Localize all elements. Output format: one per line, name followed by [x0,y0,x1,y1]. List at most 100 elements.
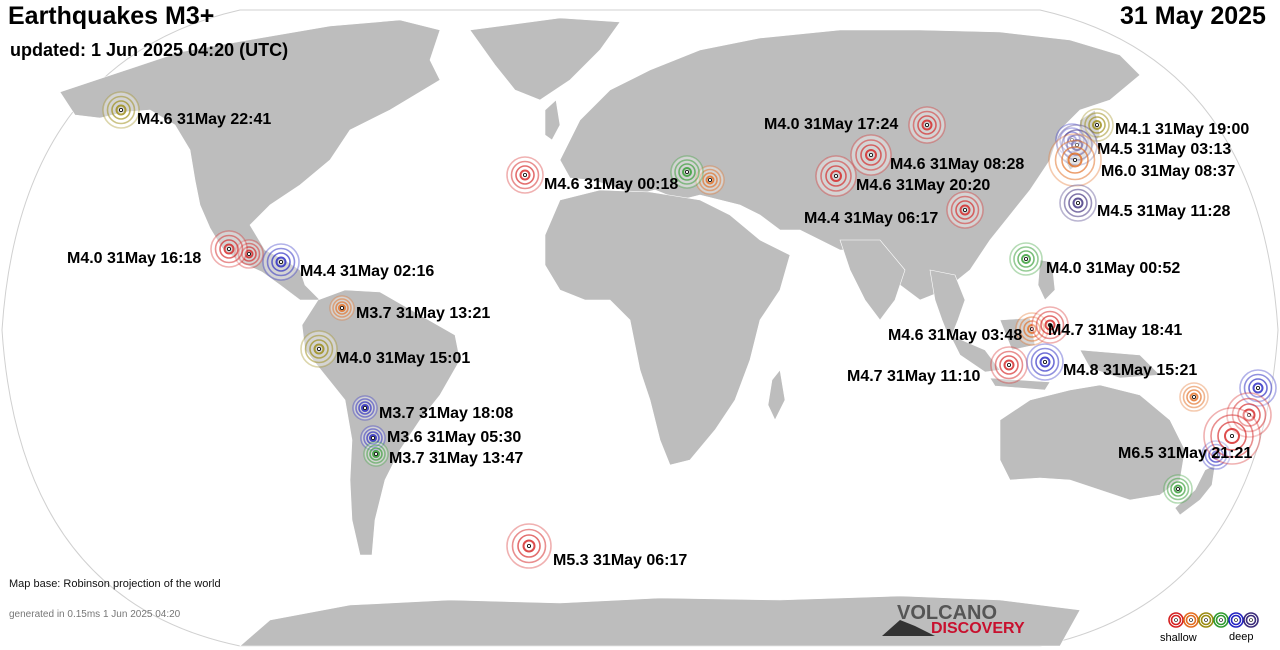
marker-epicenter [523,172,528,177]
legend-epicenter [1189,618,1193,622]
marker-epicenter [119,108,124,113]
earthquake-marker[interactable] [210,230,248,268]
map-base-note: Map base: Robinson projection of the wor… [9,578,221,590]
marker-ring [950,195,980,225]
marker-epicenter [226,246,231,251]
earthquake-label[interactable]: M4.0 31May 00:52 [1046,260,1180,277]
earthquake-marker[interactable] [102,91,140,129]
earthquake-marker[interactable] [1080,108,1114,142]
earthquake-marker[interactable] [990,346,1028,384]
marker-ring [820,160,852,192]
legend-epicenter [1204,618,1208,622]
earthquake-marker[interactable] [850,134,892,176]
landmass-north-america [59,19,441,301]
earthquake-label[interactable]: M4.0 31May 16:18 [67,250,201,267]
earthquake-marker[interactable] [1163,474,1193,504]
earthquake-label[interactable]: M4.6 31May 00:18 [544,176,678,193]
landmass-madagascar [767,369,786,421]
earthquake-label[interactable]: M4.1 31May 19:00 [1115,121,1249,138]
earthquake-label[interactable]: M4.4 31May 06:17 [804,210,938,227]
earthquake-label[interactable]: M4.7 31May 18:41 [1048,322,1182,339]
earthquake-label[interactable]: M3.7 31May 13:47 [389,450,523,467]
marker-ring [1061,146,1089,174]
earthquake-marker[interactable] [1203,407,1261,465]
marker-epicenter [1214,452,1219,457]
landmass-java [989,377,1051,391]
marker-ring [1088,116,1106,134]
earthquake-marker[interactable] [1059,184,1097,222]
earthquake-marker[interactable] [670,155,704,189]
marker-ring [332,298,352,318]
earthquake-label[interactable]: M4.5 31May 03:13 [1097,141,1231,158]
earthquake-label[interactable]: M4.6 31May 03:48 [888,327,1022,344]
earthquake-marker[interactable] [908,106,946,144]
landmass-india [839,239,906,321]
earthquake-label[interactable]: M4.6 31May 20:20 [856,177,990,194]
earthquake-label[interactable]: M4.4 31May 02:16 [300,263,434,280]
marker-ring [1021,254,1031,264]
earthquake-marker[interactable] [1201,440,1231,470]
marker-epicenter [963,207,968,212]
earthquake-marker[interactable] [329,295,355,321]
earthquake-marker[interactable] [506,156,544,194]
earthquake-marker[interactable] [946,191,984,229]
earthquake-marker[interactable] [1226,392,1272,438]
marker-ring [515,165,535,185]
marker-ring [1054,139,1096,181]
landmass-africa [544,189,791,466]
logo-discovery-text[interactable]: DISCOVERY [931,620,1025,637]
earthquake-marker[interactable] [1048,133,1102,187]
earthquake-label[interactable]: M4.0 31May 17:24 [764,116,898,133]
earthquake-marker[interactable] [300,330,338,368]
earthquake-label[interactable]: M4.6 31May 22:41 [137,111,271,128]
earthquake-marker[interactable] [1179,382,1209,412]
marker-epicenter [708,177,713,182]
earthquake-marker[interactable] [506,523,552,569]
earthquake-marker[interactable] [352,395,378,421]
earthquake-label[interactable]: M4.7 31May 11:10 [847,368,981,385]
marker-ring [511,528,547,564]
marker-ring [1030,347,1060,377]
marker-epicenter [1247,412,1252,417]
marker-ring [855,139,887,171]
marker-epicenter [316,346,321,351]
marker-epicenter [869,152,874,157]
marker-ring [271,252,291,272]
marker-ring [1211,450,1221,460]
marker-ring [1067,152,1083,168]
marker-epicenter [527,544,532,549]
earthquake-marker[interactable] [1026,343,1064,381]
logo-volcano-text[interactable]: VOLCANO [897,602,997,624]
earthquake-label[interactable]: M3.7 31May 13:21 [356,305,490,322]
legend-ring [1170,614,1182,626]
earthquake-label[interactable]: M4.5 31May 11:28 [1097,203,1231,220]
marker-ring [1013,246,1039,272]
marker-epicenter [1076,200,1081,205]
earthquake-marker[interactable] [1015,312,1049,346]
marker-ring [1204,443,1228,467]
earthquake-label[interactable]: M5.3 31May 06:17 [553,552,687,569]
earthquake-marker[interactable] [1031,306,1069,344]
earthquake-label[interactable]: M4.0 31May 15:01 [336,350,470,367]
marker-ring [304,334,334,364]
earthquake-label[interactable]: M3.7 31May 18:08 [379,405,513,422]
earthquake-label[interactable]: M4.8 31May 15:21 [1063,362,1197,379]
marker-ring [522,539,536,553]
earthquake-marker[interactable] [1009,242,1043,276]
earthquake-marker[interactable] [360,425,386,451]
earthquake-marker[interactable] [815,155,857,197]
marker-ring [313,343,325,355]
marker-ring [1189,392,1199,402]
earthquake-label[interactable]: M6.0 31May 08:37 [1101,163,1235,180]
marker-epicenter [1256,385,1261,390]
earthquake-marker[interactable] [363,441,389,467]
marker-ring [1017,250,1035,268]
earthquake-marker[interactable] [262,243,300,281]
earthquake-label[interactable]: M3.6 31May 05:30 [387,429,521,446]
marker-ring [1040,315,1060,335]
earthquake-label[interactable]: M4.6 31May 08:28 [890,156,1024,173]
marker-epicenter [370,435,375,440]
marker-ring [959,204,971,216]
earthquake-label[interactable]: M6.5 31May 21:21 [1118,445,1252,462]
